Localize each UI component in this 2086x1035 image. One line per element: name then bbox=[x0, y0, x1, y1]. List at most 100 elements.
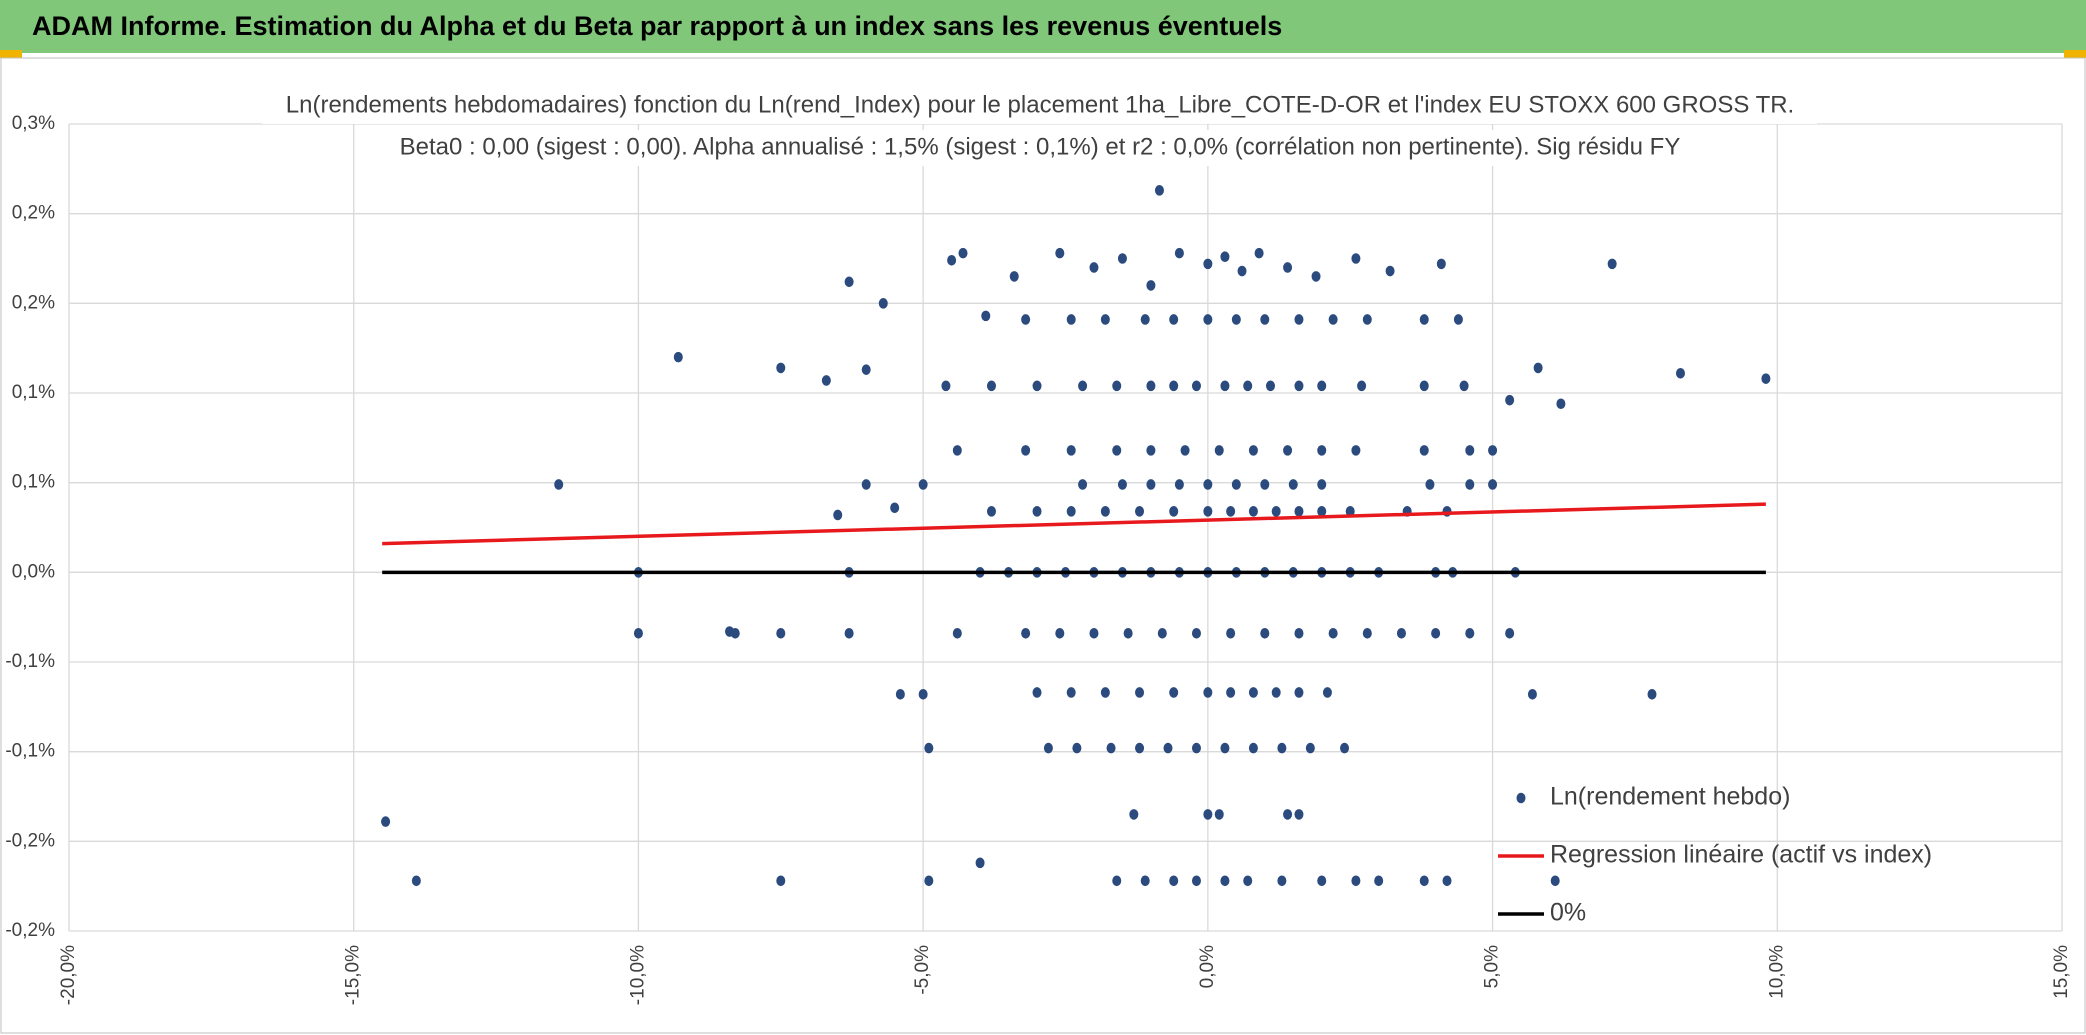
data-point bbox=[924, 875, 934, 887]
data-point bbox=[1220, 742, 1230, 754]
data-point bbox=[1453, 314, 1463, 325]
data-point bbox=[1488, 445, 1498, 456]
data-point bbox=[1066, 314, 1076, 325]
data-point bbox=[958, 247, 968, 259]
x-tick-label: -15,0% bbox=[343, 945, 364, 1005]
data-point bbox=[1761, 373, 1771, 384]
data-point bbox=[1032, 506, 1042, 517]
data-point bbox=[1248, 506, 1258, 517]
data-point bbox=[1220, 380, 1230, 392]
data-point bbox=[1174, 479, 1184, 490]
data-point bbox=[986, 506, 996, 517]
data-point bbox=[1180, 445, 1190, 456]
data-point bbox=[952, 445, 962, 456]
y-tick-label: -0,1% bbox=[5, 741, 55, 762]
data-point bbox=[1317, 445, 1327, 456]
data-point bbox=[1112, 445, 1122, 456]
data-point bbox=[1294, 506, 1304, 517]
data-point bbox=[1169, 687, 1179, 698]
x-tick-label: 0,0% bbox=[1197, 945, 1218, 988]
data-point bbox=[1129, 809, 1139, 820]
data-point bbox=[1317, 380, 1327, 392]
data-point bbox=[1362, 314, 1372, 325]
data-point bbox=[1009, 271, 1019, 282]
data-point bbox=[947, 254, 957, 266]
data-point bbox=[1203, 258, 1213, 270]
x-tick-label: 5,0% bbox=[1482, 945, 1503, 988]
grid: -0,2% -0,2% -0,1% -0,1% 0,0% 0,1% 0,1% 0,2% 0,2%… bbox=[5, 113, 2072, 1005]
x-tick-label: -20,0% bbox=[58, 945, 79, 1005]
data-point bbox=[1277, 742, 1287, 754]
data-point bbox=[1191, 628, 1201, 639]
data-point bbox=[1288, 479, 1298, 490]
data-point bbox=[1436, 258, 1446, 270]
legend-label: 0% bbox=[1550, 899, 1586, 927]
titles: Ln(rendements hebdomadaires) fonction du… bbox=[262, 88, 1817, 166]
data-point bbox=[1345, 506, 1355, 517]
data-point bbox=[1374, 875, 1384, 887]
data-point bbox=[890, 502, 900, 514]
x-tick-label: 10,0% bbox=[1766, 945, 1787, 999]
y-tick-label: -0,1% bbox=[5, 651, 55, 672]
data-point bbox=[895, 688, 905, 700]
data-point bbox=[844, 276, 854, 288]
data-point bbox=[776, 628, 786, 639]
data-point bbox=[981, 310, 991, 322]
y-tick-label: 0,1% bbox=[12, 472, 55, 493]
data-point bbox=[1465, 445, 1475, 456]
data-point bbox=[1169, 506, 1179, 517]
data-point bbox=[1271, 506, 1281, 517]
data-point bbox=[1021, 445, 1031, 456]
data-point bbox=[1317, 479, 1327, 490]
data-point bbox=[1243, 875, 1253, 887]
data-point bbox=[1396, 628, 1406, 639]
data-point bbox=[633, 628, 643, 639]
data-point bbox=[776, 875, 786, 887]
data-point bbox=[1226, 687, 1236, 698]
data-point bbox=[1100, 687, 1110, 698]
data-point bbox=[1169, 380, 1179, 392]
data-point bbox=[1055, 247, 1065, 259]
data-point bbox=[1556, 398, 1566, 410]
data-point bbox=[776, 362, 786, 374]
data-point bbox=[1146, 479, 1156, 490]
data-point bbox=[1248, 445, 1258, 456]
data-point bbox=[1550, 875, 1560, 887]
legend-swatch bbox=[1516, 792, 1526, 804]
data-point bbox=[924, 742, 934, 754]
data-point bbox=[1117, 479, 1127, 490]
data-point bbox=[1140, 314, 1150, 325]
legend-label: Regression linéaire (actif vs index) bbox=[1550, 841, 1932, 869]
data-point bbox=[1203, 687, 1213, 698]
legend-label: Ln(rendement hebdo) bbox=[1550, 783, 1790, 811]
data-point bbox=[918, 688, 928, 700]
data-point bbox=[1169, 314, 1179, 325]
x-tick-label: -10,0% bbox=[627, 945, 648, 1005]
data-point bbox=[1055, 628, 1065, 639]
data-point bbox=[1032, 687, 1042, 698]
data-point bbox=[1021, 628, 1031, 639]
x-tick-label: -5,0% bbox=[912, 945, 933, 995]
data-point bbox=[844, 628, 854, 639]
series-line bbox=[382, 502, 1766, 546]
data-point bbox=[1283, 445, 1293, 456]
data-point bbox=[1174, 247, 1184, 259]
data-point bbox=[1135, 506, 1145, 517]
data-point bbox=[1533, 362, 1543, 374]
data-point bbox=[1283, 809, 1293, 820]
data-point bbox=[1351, 875, 1361, 887]
data-point bbox=[878, 298, 888, 309]
data-point bbox=[411, 875, 421, 887]
data-point bbox=[821, 375, 831, 386]
data-point bbox=[1419, 875, 1429, 887]
data-point bbox=[1488, 479, 1498, 490]
data-point bbox=[1146, 380, 1156, 392]
data-point bbox=[1425, 479, 1435, 490]
marks bbox=[381, 185, 1771, 887]
header-bar bbox=[0, 0, 2086, 53]
data-point bbox=[1072, 742, 1082, 754]
data-point bbox=[1203, 314, 1213, 325]
title-bg bbox=[366, 130, 1716, 166]
data-point bbox=[1220, 875, 1230, 887]
